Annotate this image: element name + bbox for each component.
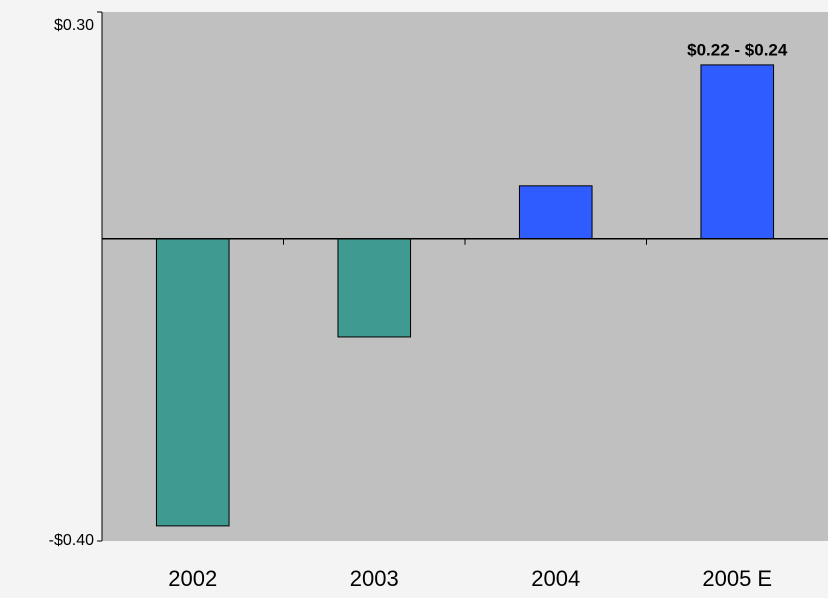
x-tick-label: 2003 (350, 566, 399, 591)
y-tick-label: -$0.40 (49, 532, 94, 549)
x-tick-label: 2004 (531, 566, 580, 591)
y-tick-label: $0.30 (54, 17, 94, 34)
x-tick-label: 2002 (168, 566, 217, 591)
bar (337, 238, 412, 338)
annotation: $0.22 - $0.24 (687, 40, 788, 59)
x-tick-label: 2005 E (702, 566, 772, 591)
bar (700, 64, 775, 240)
bar (155, 238, 230, 527)
bar (518, 185, 593, 240)
